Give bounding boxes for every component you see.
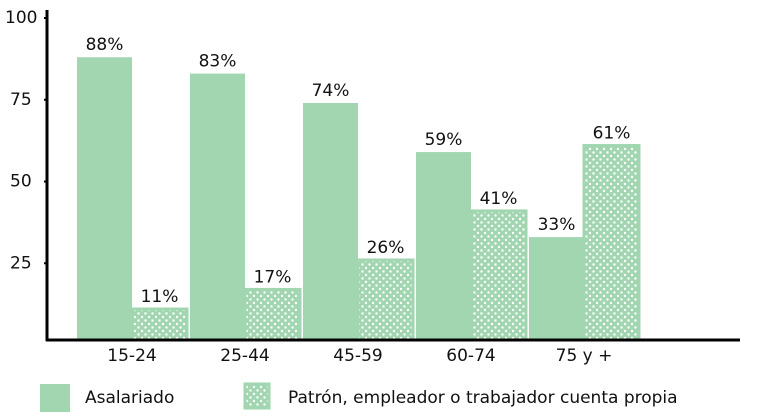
y-tick-label: 100 [5, 8, 37, 28]
x-tick-label: 60-74 [446, 346, 495, 366]
legend-label: Patrón, empleador o trabajador cuenta pr… [288, 388, 678, 408]
bar [469, 209, 528, 342]
x-tick-label: 25-44 [220, 346, 269, 366]
bar [303, 103, 358, 341]
value-label: 74% [312, 81, 350, 101]
legend-swatch [243, 382, 271, 410]
y-tick-label: 25 [10, 253, 32, 273]
x-tick-label: 45-59 [333, 346, 382, 366]
value-label: 17% [254, 267, 292, 287]
value-label: 26% [367, 238, 405, 258]
y-tick-label: 75 [10, 90, 32, 110]
bar [356, 258, 415, 342]
value-label: 41% [480, 189, 518, 209]
value-label: 59% [425, 130, 463, 150]
x-tick-label: 15-24 [107, 346, 156, 366]
value-label: 11% [141, 287, 179, 307]
value-label: 33% [538, 215, 576, 235]
bar [190, 73, 245, 340]
value-label: 61% [593, 124, 631, 144]
bar [529, 237, 584, 340]
legend-swatch [40, 384, 70, 412]
bar [416, 152, 471, 340]
x-tick-label: 75 y + [556, 346, 613, 366]
value-label: 83% [199, 52, 237, 72]
bar [243, 287, 302, 342]
bar [130, 307, 189, 342]
value-label: 88% [86, 35, 124, 55]
y-tick-label: 50 [10, 172, 32, 192]
bar [582, 144, 641, 342]
legend-label: Asalariado [85, 388, 174, 408]
bar [77, 57, 132, 341]
